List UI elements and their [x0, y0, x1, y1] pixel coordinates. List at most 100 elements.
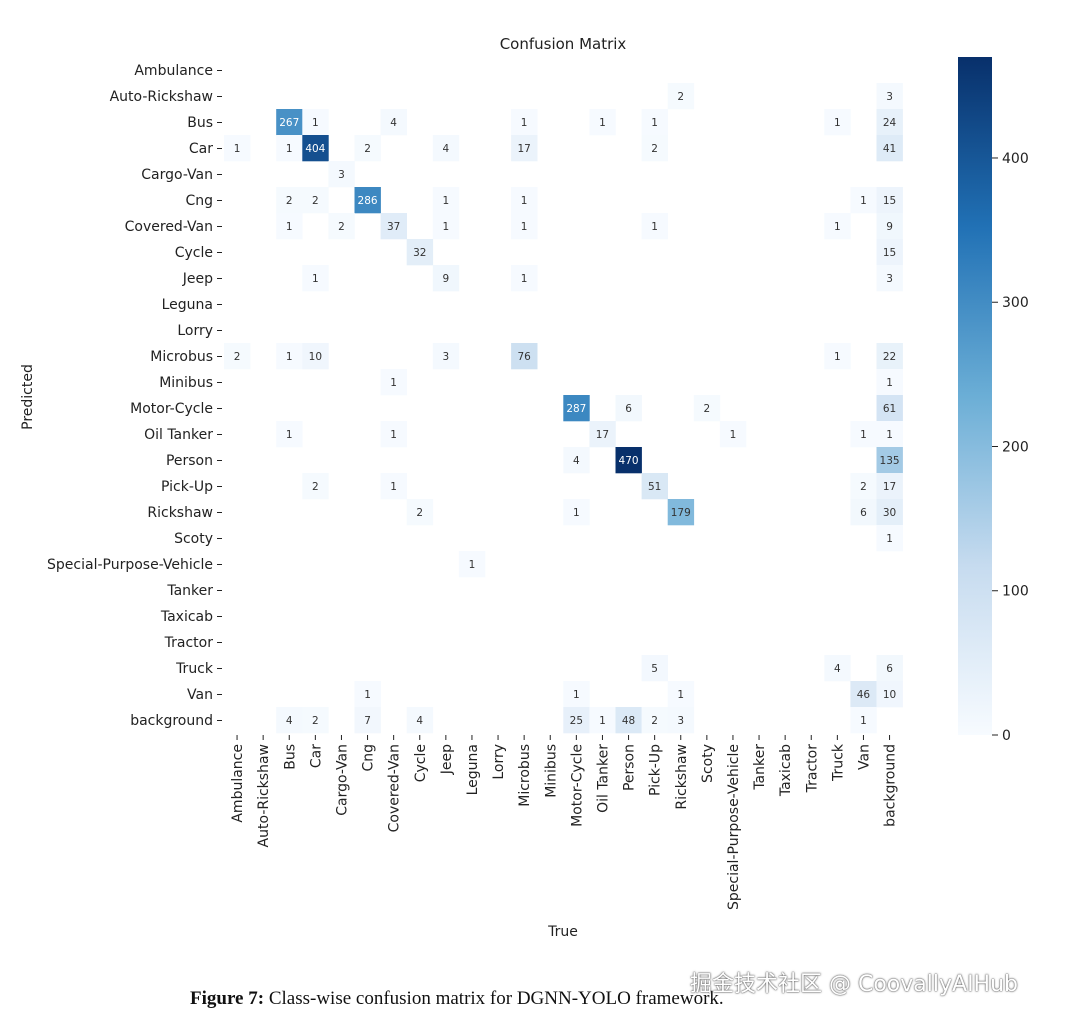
heatmap-cell [406, 239, 434, 266]
heatmap-cell [615, 447, 642, 474]
heatmap-cell [876, 681, 903, 708]
cell-value-label: 25 [570, 715, 583, 727]
heatmap-cell [276, 135, 303, 162]
heatmap-cell [380, 369, 407, 396]
heatmap-cell [328, 213, 355, 240]
heatmap-cell [641, 213, 668, 240]
heatmap-cell [432, 135, 460, 162]
y-tick-label: Ambulance [134, 63, 213, 79]
cell-value-label: 1 [286, 429, 293, 441]
x-tick-label: Covered-Van [387, 744, 403, 832]
cell-value-label: 2 [651, 143, 658, 155]
heatmap-cell [511, 109, 538, 136]
x-tick-label: Auto-Rickshaw [256, 744, 272, 847]
heatmap-cell [667, 681, 695, 708]
heatmap-cell [276, 707, 303, 734]
heatmap-cell [876, 239, 903, 266]
x-tick-labels: Ambulance Auto-Rickshaw Bus Car Cargo-Van Cng… [230, 735, 899, 910]
chart-title: Confusion Matrix [500, 35, 627, 53]
heatmap-cell [354, 707, 381, 734]
heatmap-cell [693, 395, 721, 422]
y-tick-label: Special-Purpose-Vehicle [47, 557, 213, 573]
heatmap-cell [458, 551, 486, 578]
heatmap-cell [876, 265, 903, 292]
cell-value-label: 1 [651, 117, 658, 129]
heatmap-cell [850, 473, 877, 500]
heatmap-cell [641, 135, 668, 162]
cell-value-label: 6 [886, 663, 893, 675]
cell-value-label: 1 [443, 195, 450, 207]
heatmap-cell [876, 447, 903, 474]
heatmap-cell [876, 395, 903, 422]
heatmap-cell [276, 343, 303, 370]
x-tick-label: Minibus [543, 744, 559, 798]
y-tick-label: Oil Tanker [144, 427, 213, 443]
x-tick-label: Car [308, 744, 324, 768]
x-tick-label: Jeep [439, 744, 455, 775]
heatmap-cell [380, 213, 407, 240]
cell-value-label: 1 [886, 429, 893, 441]
cell-value-label: 1 [834, 221, 841, 233]
heatmap-cell [876, 525, 903, 552]
figure-caption: Figure 7: Class-wise confusion matrix fo… [190, 988, 724, 1010]
cell-value-label: 1 [364, 689, 371, 701]
heatmap-cell [850, 681, 877, 708]
cell-value-label: 3 [338, 169, 345, 181]
cell-value-label: 1 [860, 715, 867, 727]
y-tick-labels: Ambulance Auto-Rickshaw Bus Car Cargo-Van Cng… [47, 63, 222, 729]
cell-value-label: 2 [677, 91, 684, 103]
heatmap-cell [432, 343, 460, 370]
y-tick-label: Pick-Up [161, 479, 213, 495]
cell-value-label: 2 [651, 715, 658, 727]
x-tick-label: Motor-Cycle [569, 744, 585, 827]
heatmap-cell [302, 135, 329, 162]
y-axis-label: Predicted [20, 364, 36, 430]
cell-value-label: 287 [566, 403, 586, 415]
cell-value-label: 286 [358, 195, 378, 207]
y-tick-label: Leguna [162, 297, 213, 313]
caption-text: Class-wise confusion matrix for DGNN-YOL… [264, 988, 724, 1009]
cell-value-label: 2 [234, 351, 241, 363]
x-tick-label: Special-Purpose-Vehicle [726, 744, 742, 910]
cell-value-label: 470 [619, 455, 639, 467]
x-tick-label: Rickshaw [674, 744, 690, 810]
y-tick-label: background [130, 713, 213, 729]
heatmap-cell [302, 343, 329, 370]
x-tick-label: Lorry [491, 744, 507, 780]
heatmap-cell [563, 395, 590, 422]
heatmap-cell [824, 213, 851, 240]
cell-value-label: 22 [883, 351, 896, 363]
cell-value-label: 7 [364, 715, 371, 727]
cell-value-label: 2 [416, 507, 423, 519]
y-tick-label: Person [166, 453, 213, 469]
heatmap-cell [876, 655, 903, 682]
heatmap-cell [667, 499, 695, 526]
x-tick-label: Oil Tanker [595, 744, 611, 813]
heatmap-cell [432, 187, 460, 214]
cell-value-label: 1 [834, 117, 841, 129]
cell-value-label: 30 [883, 507, 896, 519]
cell-value-label: 1 [286, 351, 293, 363]
cell-value-label: 1 [390, 377, 397, 389]
heatmap-cell [224, 343, 251, 370]
heatmap-cell [511, 213, 538, 240]
cell-value-label: 1 [573, 689, 580, 701]
cell-value-label: 4 [416, 715, 423, 727]
heatmap-cell [850, 421, 877, 448]
heatmap-cell [276, 213, 303, 240]
cell-value-label: 1 [443, 221, 450, 233]
x-tick-label: Cng [361, 744, 377, 772]
cell-value-label: 2 [312, 481, 319, 493]
x-tick-label: Cycle [413, 744, 429, 782]
heatmap-cell [667, 707, 695, 734]
cell-value-label: 1 [521, 221, 528, 233]
heatmap-cell [641, 109, 668, 136]
cell-value-label: 41 [883, 143, 896, 155]
cell-value-label: 1 [677, 689, 684, 701]
x-tick-label: Tanker [752, 744, 768, 791]
heatmap-cell [302, 187, 329, 214]
heatmap-cell [876, 187, 903, 214]
cell-value-label: 2 [338, 221, 345, 233]
cell-value-label: 4 [390, 117, 397, 129]
